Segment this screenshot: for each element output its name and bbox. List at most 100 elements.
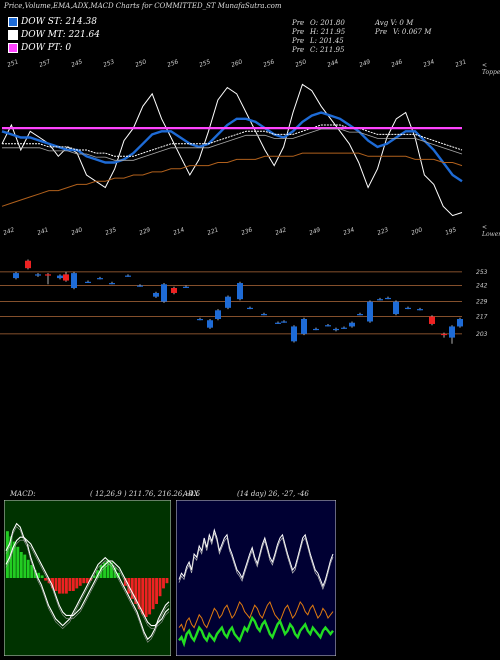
candle-body bbox=[161, 284, 167, 302]
legend-dow-st: DOW ST: 214.38 bbox=[8, 17, 97, 27]
top-price-label: 245 bbox=[70, 58, 83, 69]
adx-panel bbox=[176, 500, 336, 656]
ohlc-row-3: Pre C: 211.95 bbox=[292, 46, 345, 54]
candle-panel: 253 242 229 217 203 bbox=[0, 259, 488, 344]
candle-body bbox=[357, 314, 363, 316]
reference-label: 242 bbox=[476, 283, 488, 290]
bottom-price-label: 242 bbox=[274, 226, 287, 237]
top-price-label: 251 bbox=[6, 58, 19, 68]
macd-panel bbox=[4, 500, 171, 656]
reference-label: 203 bbox=[476, 331, 488, 338]
macd-label: MACD: bbox=[10, 490, 36, 498]
top-price-labels: 251 257 245 253 250 256 255 260 256 250 244 249 246 2… bbox=[6, 58, 467, 69]
macd-bar bbox=[40, 575, 44, 578]
candle-body bbox=[225, 296, 231, 308]
macd-bar bbox=[68, 578, 72, 591]
bottom-price-label: 241 bbox=[36, 226, 49, 236]
macd-bar bbox=[23, 554, 27, 578]
reference-label: 217 bbox=[476, 314, 488, 321]
candle-body bbox=[137, 285, 143, 287]
macd-bar bbox=[47, 578, 51, 584]
macd-bar bbox=[19, 552, 23, 578]
bottom-price-label: 240 bbox=[70, 226, 83, 237]
candle-body bbox=[63, 274, 69, 281]
macd-line-0 bbox=[5, 522, 170, 641]
chart-title: Price,Volume,EMA,ADX,MACD Charts for COM… bbox=[4, 2, 282, 10]
macd-bar bbox=[110, 562, 113, 578]
macd-bar bbox=[75, 578, 79, 589]
candle-body bbox=[367, 301, 373, 322]
top-price-label: 250 bbox=[294, 58, 307, 69]
macd-lines bbox=[5, 522, 170, 643]
macd-line-shadow-0 bbox=[5, 526, 170, 643]
legend-label-pt: DOW PT: 0 bbox=[21, 43, 72, 53]
legend-swatch-mt bbox=[8, 30, 18, 40]
macd-bar bbox=[85, 578, 89, 584]
candle-body bbox=[171, 288, 177, 293]
bottom-price-label: 221 bbox=[206, 226, 219, 236]
adx-series-2 bbox=[178, 615, 334, 648]
candle-body bbox=[393, 301, 399, 315]
bottom-price-label: 223 bbox=[376, 226, 389, 237]
macd-bar bbox=[141, 578, 145, 615]
candle-body bbox=[313, 328, 319, 331]
macd-bar bbox=[96, 570, 100, 578]
macd-bar bbox=[103, 562, 106, 578]
ohlc-row-1: Pre H: 211.95 bbox=[292, 28, 346, 36]
ema-series-extra bbox=[2, 128, 463, 161]
legend-swatch-pt bbox=[8, 43, 18, 53]
candle-body bbox=[385, 297, 391, 300]
legend-dow-mt: DOW MT: 221.64 bbox=[8, 30, 100, 40]
adx-lines bbox=[178, 528, 334, 648]
macd-bar bbox=[61, 578, 65, 594]
macd-bar bbox=[37, 572, 41, 578]
adx-params: (14 day) 26, -27, -46 bbox=[237, 490, 309, 498]
candle-body bbox=[261, 314, 267, 316]
bottom-price-label: 249 bbox=[308, 226, 321, 237]
macd-bar bbox=[30, 565, 34, 578]
candle-body bbox=[325, 325, 331, 327]
top-price-label: 246 bbox=[390, 58, 403, 69]
top-price-label: 231 bbox=[454, 58, 467, 68]
macd-bar bbox=[16, 546, 20, 578]
ohlc-row-0: Pre O: 201.80 bbox=[292, 19, 345, 27]
bottom-price-label: 229 bbox=[138, 226, 151, 237]
bottom-price-label: 235 bbox=[104, 226, 117, 237]
macd-bar bbox=[158, 578, 162, 597]
legend-label-mt: DOW MT: 221.64 bbox=[21, 30, 100, 40]
candle-body bbox=[153, 292, 159, 297]
candle-body bbox=[281, 321, 287, 323]
top-price-label: 256 bbox=[166, 58, 179, 69]
lower-side-label: < Lower bbox=[482, 224, 500, 238]
candle-body bbox=[349, 322, 355, 327]
macd-bar bbox=[26, 559, 30, 578]
bottom-price-label: 200 bbox=[410, 226, 423, 237]
candle-body bbox=[405, 307, 411, 310]
candle-body bbox=[207, 320, 213, 328]
candle-body bbox=[457, 319, 463, 327]
top-price-label: 244 bbox=[326, 58, 339, 69]
candle-body bbox=[183, 286, 189, 288]
bottom-price-label: 242 bbox=[2, 226, 15, 237]
macd-bar bbox=[54, 578, 58, 591]
ohlc-row-2: Pre L: 201.45 bbox=[292, 37, 344, 45]
macd-bar bbox=[58, 578, 61, 594]
bottom-price-label: 236 bbox=[240, 226, 253, 237]
ema-lines bbox=[1, 83, 463, 217]
candle-body bbox=[109, 283, 115, 285]
candle-body bbox=[247, 307, 253, 310]
price-panel: 251 257 245 253 250 256 255 260 256 250 244 249 246 2… bbox=[1, 58, 467, 237]
macd-bar bbox=[137, 578, 141, 610]
bottom-price-label: 234 bbox=[342, 226, 355, 237]
macd-params: ( 12,26,9 ) 211.76, 216.26, -4.5 bbox=[90, 490, 201, 498]
bottom-price-label: 195 bbox=[444, 226, 457, 237]
candle-body bbox=[35, 274, 41, 276]
candle-body bbox=[197, 319, 203, 321]
candles bbox=[13, 259, 463, 344]
macd-bar bbox=[92, 575, 96, 578]
top-price-label: 234 bbox=[422, 58, 435, 69]
candle-body bbox=[125, 275, 131, 277]
ema-series-3 bbox=[1, 152, 463, 207]
legend-dow-pt: DOW PT: 0 bbox=[8, 43, 71, 53]
macd-bar bbox=[165, 578, 169, 584]
